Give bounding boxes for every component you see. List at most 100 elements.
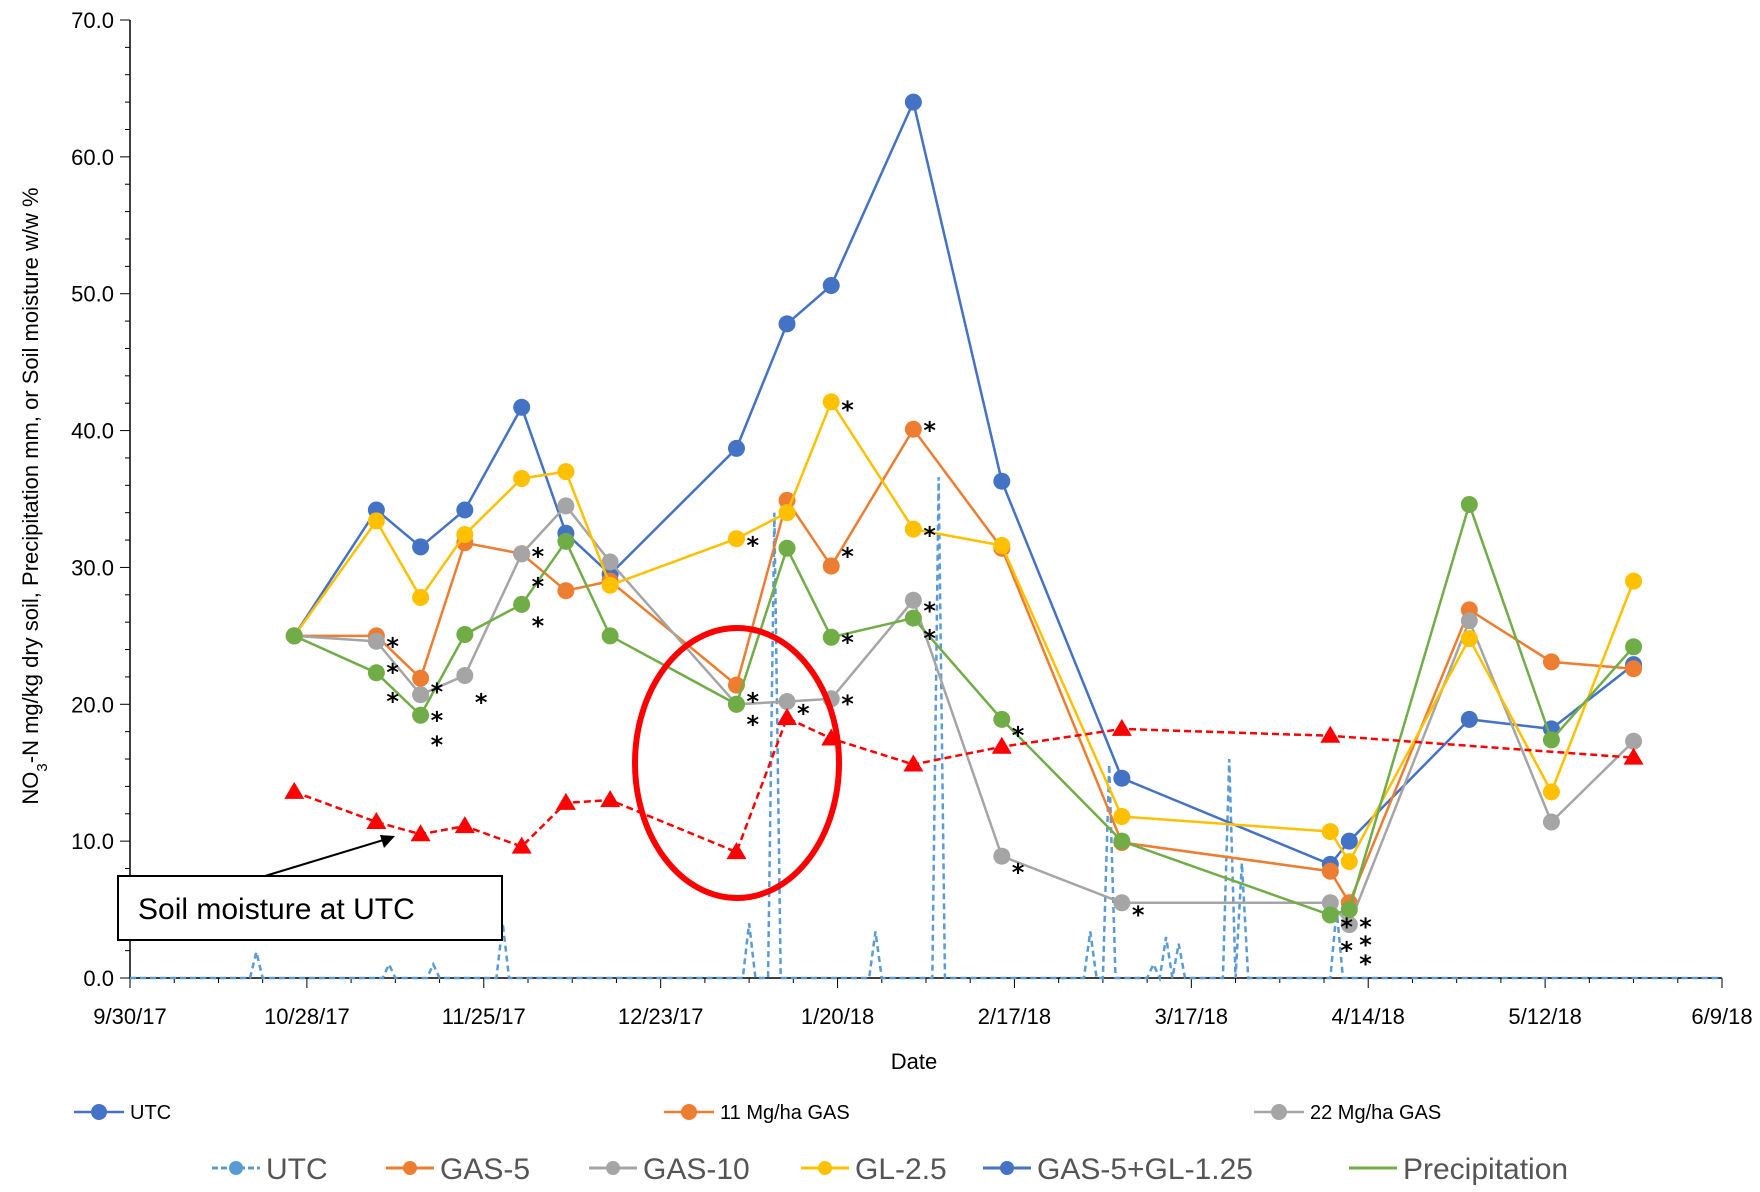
data-point bbox=[601, 627, 619, 645]
data-point bbox=[1542, 813, 1560, 831]
data-point bbox=[1340, 853, 1358, 871]
significance-asterisk: * bbox=[1012, 722, 1025, 750]
significance-asterisk: * bbox=[841, 690, 854, 718]
data-point bbox=[822, 393, 840, 411]
soil-moisture-point bbox=[366, 811, 387, 829]
legend-label: Precipitation bbox=[1403, 1153, 1568, 1186]
significance-asterisk: * bbox=[923, 522, 936, 550]
data-point bbox=[993, 710, 1011, 728]
data-point bbox=[412, 686, 430, 704]
legend-label: GAS-5 bbox=[440, 1153, 530, 1186]
data-point bbox=[1340, 832, 1358, 850]
callout-text: Soil moisture at UTC bbox=[138, 893, 415, 926]
data-point bbox=[822, 277, 840, 295]
data-point bbox=[1340, 916, 1358, 934]
x-tick-label: 5/12/18 bbox=[1508, 1004, 1581, 1029]
legend-label: UTC bbox=[130, 1102, 171, 1124]
legend-entry: 11 Mg/ha GAS bbox=[664, 1102, 850, 1124]
significance-asterisk: * bbox=[841, 542, 854, 570]
y-axis-title-part2: -N mg/kg dry soil, Precipitation mm, or … bbox=[18, 187, 43, 763]
series-precipitation bbox=[285, 495, 1643, 924]
callout-arrow bbox=[264, 837, 391, 877]
significance-asterisk: * bbox=[386, 659, 399, 687]
significance-asterisk: * bbox=[386, 633, 399, 661]
y-tick-label: 0.0 bbox=[83, 966, 114, 991]
significance-asterisk: * bbox=[431, 678, 444, 706]
soil-moisture-point bbox=[1623, 747, 1644, 765]
data-point bbox=[1321, 823, 1339, 841]
significance-asterisk: * bbox=[1359, 931, 1372, 959]
x-tick-label: 11/25/17 bbox=[442, 1004, 526, 1029]
data-point bbox=[1625, 572, 1643, 590]
legend-row-2: UTC GAS-5 GAS-10 GL-2.5 GAS-5+GL-1.25 Precipi… bbox=[212, 1153, 1568, 1186]
data-point bbox=[1321, 862, 1339, 880]
significance-asterisk: * bbox=[797, 700, 810, 728]
legend-label: GL-2.5 bbox=[855, 1153, 947, 1186]
data-point bbox=[367, 512, 385, 530]
significance-asterisk: * bbox=[1359, 913, 1372, 941]
data-point bbox=[513, 545, 531, 563]
data-point bbox=[1321, 894, 1339, 912]
significance-asterisk: * bbox=[841, 396, 854, 424]
legend-entry: UTC bbox=[212, 1153, 328, 1186]
y-tick-label: 50.0 bbox=[71, 282, 114, 307]
soil-moisture-point bbox=[1111, 718, 1132, 736]
soil-moisture-point bbox=[726, 842, 747, 860]
series-line bbox=[293, 500, 1635, 917]
data-point bbox=[1340, 901, 1358, 919]
data-point bbox=[822, 628, 840, 646]
legend-marker bbox=[1000, 1161, 1014, 1175]
data-point bbox=[456, 501, 474, 519]
soil-moisture-series bbox=[284, 707, 1644, 860]
y-axis-title-part1: NO bbox=[18, 772, 43, 805]
significance-asterisk: * bbox=[746, 687, 759, 715]
soil-moisture-point bbox=[284, 781, 305, 799]
data-point bbox=[1542, 783, 1560, 801]
data-point bbox=[367, 664, 385, 682]
data-point bbox=[904, 609, 922, 627]
legend-label: GAS-10 bbox=[643, 1153, 750, 1186]
y-axis-title: NO3-N mg/kg dry soil, Precipitation mm, … bbox=[18, 187, 51, 804]
data-point bbox=[456, 667, 474, 685]
significance-asterisk: * bbox=[746, 711, 759, 739]
data-point bbox=[1113, 894, 1131, 912]
data-point bbox=[778, 504, 796, 522]
callout-box bbox=[117, 875, 503, 941]
precipitation-series bbox=[130, 477, 1722, 983]
data-point bbox=[904, 520, 922, 538]
legend-entry: UTC bbox=[74, 1102, 171, 1124]
soil-moisture-point bbox=[1320, 725, 1341, 743]
series-line bbox=[294, 503, 1635, 928]
y-tick-label: 30.0 bbox=[71, 555, 114, 580]
x-tick-label: 2/17/18 bbox=[978, 1004, 1051, 1029]
data-series bbox=[285, 93, 1643, 934]
legend-label: 22 Mg/ha GAS bbox=[1310, 1102, 1441, 1124]
significance-asterisk: * bbox=[1359, 950, 1372, 978]
data-point bbox=[1460, 630, 1478, 648]
data-point bbox=[513, 469, 531, 487]
data-point bbox=[1542, 731, 1560, 749]
significance-asterisk: * bbox=[841, 628, 854, 656]
y-tick-label: 60.0 bbox=[71, 145, 114, 170]
y-axis-title-subscript: 3 bbox=[34, 763, 51, 771]
chart-axes: 0.0 10.0 20.0 30.0 40.0 50.0 60.0 70.0 9/30/17 10… bbox=[71, 8, 1752, 1029]
data-point bbox=[412, 589, 430, 607]
data-point bbox=[1460, 495, 1478, 513]
legend-marker bbox=[229, 1161, 243, 1175]
x-tick-label: 1/20/18 bbox=[801, 1004, 874, 1029]
soil-moisture-point bbox=[991, 736, 1012, 754]
series-line bbox=[293, 98, 1635, 866]
legend-marker bbox=[818, 1161, 832, 1175]
soil-moisture-point bbox=[511, 836, 532, 854]
significance-asterisk: * bbox=[386, 687, 399, 715]
soil-moisture-point bbox=[410, 824, 431, 842]
data-point bbox=[1113, 832, 1131, 850]
legend-marker bbox=[91, 1104, 107, 1120]
series-gas-5 bbox=[285, 420, 1643, 912]
x-tick-label: 9/30/17 bbox=[93, 1004, 166, 1029]
legend-marker bbox=[1271, 1104, 1287, 1120]
legend-entry: GL-2.5 bbox=[801, 1153, 947, 1186]
data-point bbox=[1113, 808, 1131, 826]
legend-marker bbox=[681, 1104, 697, 1120]
